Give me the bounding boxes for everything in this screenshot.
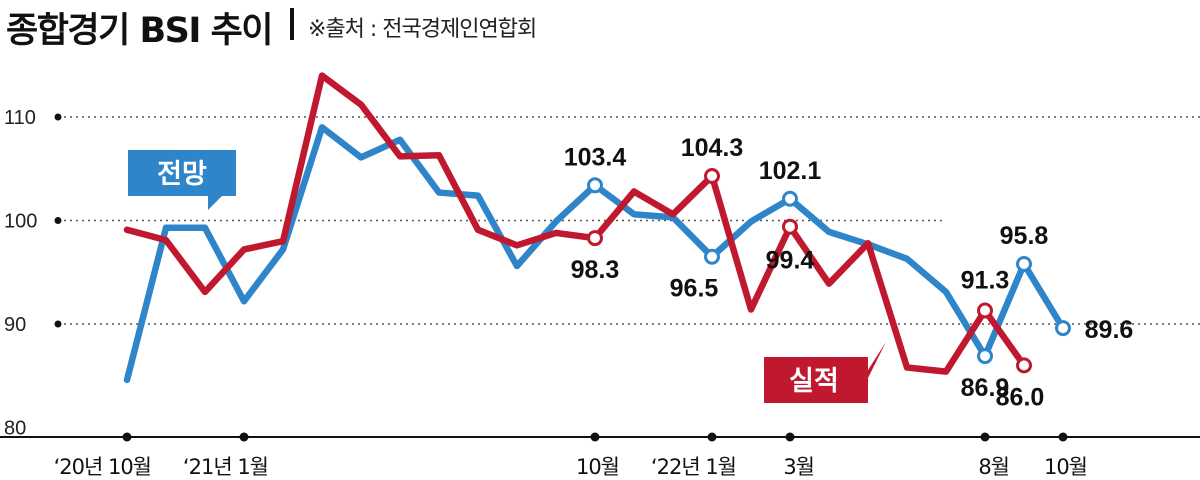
data-label-outlook: 86.9 xyxy=(961,374,1010,402)
axis-layer: 80 90 100 110 ‘20년 10월 ‘21년 1월 10월 ‘22년 1월 3월 8월 1… xyxy=(0,107,1200,479)
legend-outlook-label: 전망 xyxy=(157,159,207,190)
data-label-outlook: 102.1 xyxy=(759,157,822,185)
gridline-dot-110 xyxy=(54,113,62,121)
data-label-actual: 86.0 xyxy=(996,383,1045,411)
y-tick-label: 100 xyxy=(4,211,37,233)
data-label-outlook: 103.4 xyxy=(564,143,627,171)
legend-actual-box xyxy=(764,342,886,403)
x-tick-label: 10월 xyxy=(576,455,619,479)
x-tick-dot xyxy=(122,432,132,442)
x-tick-dot xyxy=(1058,432,1068,442)
x-tick-dot xyxy=(980,432,990,442)
point-outlook xyxy=(1055,320,1071,337)
y-tick-label: 80 xyxy=(4,418,26,440)
x-tick-label: ‘21년 1월 xyxy=(183,455,268,479)
source-note: ※출처 : 전국경제인연합회 xyxy=(308,17,537,42)
point-actual xyxy=(782,218,798,235)
x-tick-label: ‘22년 1월 xyxy=(651,455,736,479)
data-label-actual: 98.3 xyxy=(571,256,620,284)
data-label-outlook: 89.6 xyxy=(1085,316,1134,344)
x-tick-label: 8월 xyxy=(978,455,1009,479)
x-tick-label: 10월 xyxy=(1044,455,1087,479)
point-actual xyxy=(704,167,720,184)
legend-actual-label: 실적 xyxy=(789,366,839,397)
title-divider xyxy=(290,8,294,40)
point-outlook xyxy=(782,190,798,207)
chart-title: 종합경기 BSI 추이 xyxy=(6,11,273,51)
point-outlook xyxy=(704,248,720,265)
y-tick-label: 110 xyxy=(4,107,36,129)
point-actual xyxy=(1016,357,1032,374)
series-layer xyxy=(123,72,1071,384)
x-tick-label: ‘20년 10월 xyxy=(54,455,151,479)
x-tick-dot xyxy=(707,432,717,442)
grid-layer xyxy=(54,113,1200,328)
data-label-actual: 99.4 xyxy=(766,247,815,275)
legend-layer: 전망 실적 xyxy=(128,150,886,403)
data-label-outlook: 96.5 xyxy=(670,275,719,303)
data-label-actual: 104.3 xyxy=(681,134,744,162)
data-label-outlook: 95.8 xyxy=(1000,222,1049,250)
point-outlook xyxy=(977,348,993,365)
label-layer: 103.4 96.5 102.1 86.9 95.8 89.6 98.3 104.3 99.4 9… xyxy=(564,134,1134,411)
series-line-actual xyxy=(123,72,1028,375)
point-outlook xyxy=(587,177,603,194)
x-tick-dot xyxy=(590,432,600,442)
y-tick-label: 90 xyxy=(4,314,26,336)
legend-outlook: 전망 xyxy=(128,150,236,210)
data-label-actual: 91.3 xyxy=(961,267,1010,295)
legend-outlook-box xyxy=(128,150,236,210)
gridline-dot-100 xyxy=(54,217,62,224)
x-tick-dot xyxy=(239,432,249,442)
point-outlook xyxy=(1016,255,1032,272)
point-actual xyxy=(587,230,603,247)
x-tick-dot xyxy=(785,432,795,442)
gridline-dot-90 xyxy=(54,320,62,328)
point-actual xyxy=(977,302,993,319)
legend-actual: 실적 xyxy=(764,342,886,403)
x-tick-label: 3월 xyxy=(783,455,814,479)
